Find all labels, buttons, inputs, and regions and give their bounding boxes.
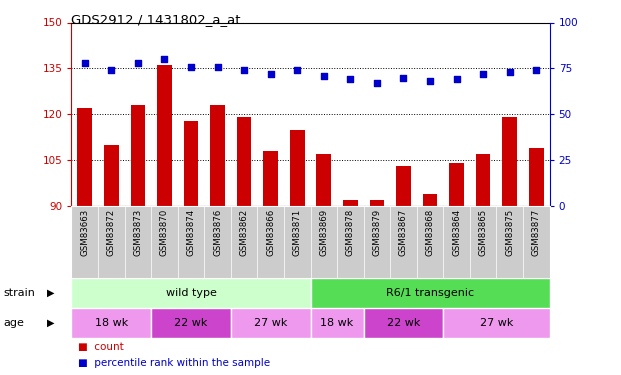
- Point: [505, 69, 515, 75]
- Bar: [130, 105, 145, 206]
- Text: GSM83869: GSM83869: [319, 209, 329, 255]
- Point: [266, 71, 276, 77]
- Text: GSM83866: GSM83866: [266, 209, 275, 256]
- Text: GSM83663: GSM83663: [80, 209, 89, 256]
- Text: GSM83872: GSM83872: [107, 209, 116, 256]
- Text: GSM83875: GSM83875: [505, 209, 514, 256]
- Bar: [78, 108, 92, 206]
- Point: [345, 76, 355, 82]
- Bar: [317, 154, 331, 206]
- Bar: [263, 151, 278, 206]
- Text: wild type: wild type: [166, 288, 216, 297]
- Bar: [502, 117, 517, 206]
- Bar: [290, 130, 304, 206]
- Point: [239, 67, 249, 73]
- Point: [186, 64, 196, 70]
- Point: [106, 67, 116, 73]
- Bar: [529, 148, 543, 206]
- Text: R6/1 transgenic: R6/1 transgenic: [386, 288, 474, 297]
- Point: [319, 73, 329, 79]
- Point: [425, 78, 435, 84]
- Point: [372, 80, 382, 86]
- Text: GSM83871: GSM83871: [292, 209, 302, 256]
- Text: ▶: ▶: [47, 318, 55, 327]
- Text: 22 wk: 22 wk: [387, 318, 420, 327]
- Text: GSM83864: GSM83864: [452, 209, 461, 256]
- Text: age: age: [3, 318, 24, 327]
- Text: 27 wk: 27 wk: [480, 318, 513, 327]
- Bar: [71, 278, 310, 308]
- Text: GSM83870: GSM83870: [160, 209, 169, 256]
- Bar: [364, 308, 443, 338]
- Text: GSM83879: GSM83879: [373, 209, 381, 255]
- Bar: [369, 200, 384, 206]
- Text: GDS2912 / 1431802_a_at: GDS2912 / 1431802_a_at: [71, 13, 241, 26]
- Bar: [184, 120, 198, 206]
- Text: GSM83876: GSM83876: [213, 209, 222, 256]
- Text: 18 wk: 18 wk: [94, 318, 128, 327]
- Bar: [151, 308, 231, 338]
- Text: strain: strain: [3, 288, 35, 297]
- Bar: [423, 194, 437, 206]
- Text: GSM83878: GSM83878: [346, 209, 355, 256]
- Text: 27 wk: 27 wk: [254, 318, 288, 327]
- Text: ■  percentile rank within the sample: ■ percentile rank within the sample: [78, 358, 270, 368]
- Bar: [71, 308, 151, 338]
- Bar: [476, 154, 491, 206]
- Text: GSM83868: GSM83868: [425, 209, 435, 256]
- Text: GSM83873: GSM83873: [134, 209, 142, 256]
- Point: [133, 60, 143, 66]
- Bar: [343, 200, 358, 206]
- Point: [292, 67, 302, 73]
- Bar: [211, 105, 225, 206]
- Text: GSM83867: GSM83867: [399, 209, 408, 256]
- Bar: [310, 278, 550, 308]
- Point: [478, 71, 488, 77]
- Bar: [237, 117, 252, 206]
- Text: GSM83874: GSM83874: [186, 209, 196, 256]
- Point: [451, 76, 461, 82]
- Point: [532, 67, 542, 73]
- Point: [160, 56, 170, 62]
- Bar: [310, 308, 364, 338]
- Bar: [396, 166, 410, 206]
- Text: 22 wk: 22 wk: [175, 318, 207, 327]
- Text: GSM83862: GSM83862: [240, 209, 248, 256]
- Bar: [104, 145, 119, 206]
- Text: GSM83865: GSM83865: [479, 209, 487, 256]
- Text: 18 wk: 18 wk: [320, 318, 354, 327]
- Bar: [443, 308, 550, 338]
- Bar: [450, 164, 464, 206]
- Point: [212, 64, 222, 70]
- Text: ■  count: ■ count: [78, 342, 124, 352]
- Text: GSM83877: GSM83877: [532, 209, 541, 256]
- Point: [79, 60, 89, 66]
- Bar: [157, 65, 171, 206]
- Point: [399, 75, 409, 81]
- Bar: [231, 308, 310, 338]
- Text: ▶: ▶: [47, 288, 55, 297]
